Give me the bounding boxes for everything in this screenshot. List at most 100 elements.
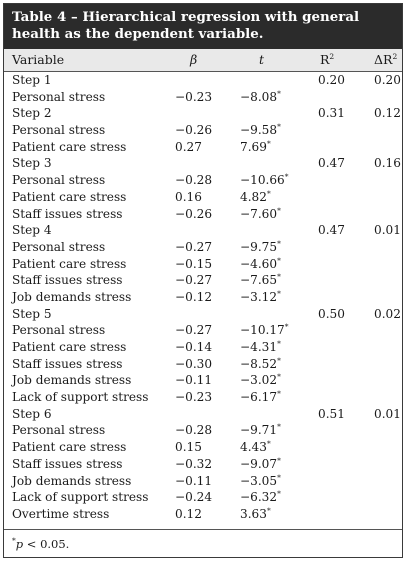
- row-beta: −0.23: [175, 389, 212, 406]
- significance-mark: *: [277, 255, 281, 265]
- row-label-value: Staff issues stress: [12, 356, 123, 371]
- row-t: 3.63*: [240, 506, 271, 523]
- row-t: 7.69*: [240, 139, 271, 156]
- row-t-value: −3.05: [240, 473, 278, 488]
- row-delta-r2: 0.20: [374, 72, 401, 89]
- table-footnote: *p < 0.05.: [4, 529, 402, 551]
- row-beta-value: 0.27: [175, 139, 202, 154]
- table-row: Personal stress −0.23 −8.08*: [4, 89, 402, 106]
- row-beta: −0.11: [175, 372, 212, 389]
- row-label: Patient care stress: [12, 256, 126, 273]
- row-t-value: 7.69: [240, 139, 267, 154]
- row-label: Step 1: [12, 72, 52, 89]
- row-t-value: −4.31: [240, 340, 278, 354]
- row-delta-r2-value: 0.02: [374, 306, 401, 321]
- significance-mark: *: [277, 422, 281, 432]
- row-t: −9.58*: [240, 122, 281, 139]
- row-label-value: Job demands stress: [12, 289, 132, 304]
- row-label-value: Personal stress: [12, 323, 106, 338]
- table-row: Staff issues stress −0.30 −8.52*: [4, 356, 402, 373]
- row-t: −8.08*: [240, 89, 281, 106]
- row-delta-r2: 0.16: [374, 155, 401, 172]
- table-row: Patient care stress −0.14 −4.31*: [4, 339, 402, 356]
- row-beta-value: −0.28: [175, 173, 213, 188]
- table-row: Personal stress −0.27 −9.75*: [4, 239, 402, 256]
- significance-mark: *: [277, 472, 281, 482]
- significance-mark: *: [266, 439, 271, 449]
- row-label: Personal stress: [12, 322, 105, 339]
- row-beta: −0.15: [175, 256, 212, 273]
- row-beta: −0.11: [175, 473, 212, 490]
- row-label-value: Personal stress: [12, 173, 106, 188]
- footnote-p: p: [15, 537, 24, 551]
- table-body: Step 1 0.20 0.20 Personal stress −0.23 −8.08*…: [4, 72, 402, 523]
- row-t: −4.60*: [240, 256, 281, 273]
- row-r2: 0.31: [318, 105, 345, 122]
- row-delta-r2: 0.12: [374, 105, 401, 122]
- row-beta-value: −0.28: [175, 423, 213, 438]
- row-label-value: Lack of support stress: [12, 490, 149, 505]
- row-t-value: −8.08: [240, 89, 278, 104]
- row-r2: 0.47: [318, 155, 345, 172]
- row-label: Patient care stress: [12, 339, 126, 356]
- row-t-value: −9.58: [240, 123, 278, 138]
- table-row: Job demands stress −0.11 −3.02*: [4, 372, 402, 389]
- row-r2: 0.47: [318, 222, 345, 239]
- row-t: −3.02*: [240, 372, 281, 389]
- significance-mark: *: [277, 372, 281, 382]
- row-delta-r2: 0.01: [374, 406, 401, 423]
- row-label: Lack of support stress: [12, 489, 148, 506]
- row-beta-value: −0.24: [175, 490, 213, 505]
- row-label-value: Patient care stress: [12, 440, 127, 455]
- row-beta: −0.14: [175, 339, 212, 356]
- row-r2-value: 0.47: [318, 156, 345, 171]
- row-label-value: Step 2: [12, 106, 52, 121]
- table-row: Step 4 0.47 0.01: [4, 222, 402, 239]
- row-t: −3.12*: [240, 289, 281, 306]
- row-t: 4.82*: [240, 189, 271, 206]
- row-label-value: Step 1: [12, 73, 52, 87]
- row-beta: −0.30: [175, 356, 212, 373]
- row-label-value: Patient care stress: [12, 256, 127, 271]
- row-beta-value: −0.27: [175, 323, 213, 338]
- row-beta-value: −0.27: [175, 273, 213, 288]
- header-delta-r2: ΔR2: [374, 52, 397, 67]
- significance-mark: *: [277, 455, 281, 465]
- row-r2: 0.20: [318, 72, 345, 89]
- table-row: Staff issues stress −0.27 −7.65*: [4, 272, 402, 289]
- row-label-value: Step 3: [12, 156, 52, 171]
- significance-mark: *: [266, 188, 271, 198]
- row-beta-value: −0.23: [175, 390, 213, 405]
- row-r2: 0.51: [318, 406, 345, 423]
- row-label-value: Personal stress: [12, 89, 106, 104]
- row-t-value: −3.02: [240, 373, 278, 388]
- table-row: Patient care stress 0.27 7.69*: [4, 139, 402, 156]
- row-label: Job demands stress: [12, 473, 131, 490]
- row-t: −10.66*: [240, 172, 289, 189]
- row-label: Personal stress: [12, 122, 105, 139]
- significance-mark: *: [284, 322, 289, 332]
- row-beta-value: −0.11: [175, 373, 213, 388]
- row-beta: −0.27: [175, 272, 212, 289]
- row-t: −7.65*: [240, 272, 281, 289]
- regression-table: Table 4 – Hierarchical regression with g…: [3, 3, 403, 558]
- row-t: −9.75*: [240, 239, 281, 256]
- row-t: −8.52*: [240, 356, 281, 373]
- table-row: Job demands stress −0.11 −3.05*: [4, 473, 402, 490]
- row-beta-value: 0.16: [175, 189, 202, 204]
- row-t-value: −3.12: [240, 289, 278, 304]
- table-title: Table 4 – Hierarchical regression with g…: [4, 4, 402, 49]
- row-label: Step 5: [12, 306, 52, 323]
- row-beta-value: −0.30: [175, 356, 213, 371]
- row-label-value: Staff issues stress: [12, 206, 123, 221]
- significance-mark: *: [277, 88, 281, 98]
- table-row: Overtime stress 0.12 3.63*: [4, 506, 402, 523]
- row-label: Personal stress: [12, 89, 105, 106]
- header-delta-r2-base: ΔR: [374, 52, 393, 67]
- row-t-value: −8.52: [240, 356, 278, 371]
- row-beta-value: −0.27: [175, 239, 213, 254]
- table-row: Job demands stress −0.12 −3.12*: [4, 289, 402, 306]
- row-beta-value: −0.23: [175, 89, 213, 104]
- row-label-value: Lack of support stress: [12, 390, 149, 405]
- row-r2-value: 0.31: [318, 106, 345, 121]
